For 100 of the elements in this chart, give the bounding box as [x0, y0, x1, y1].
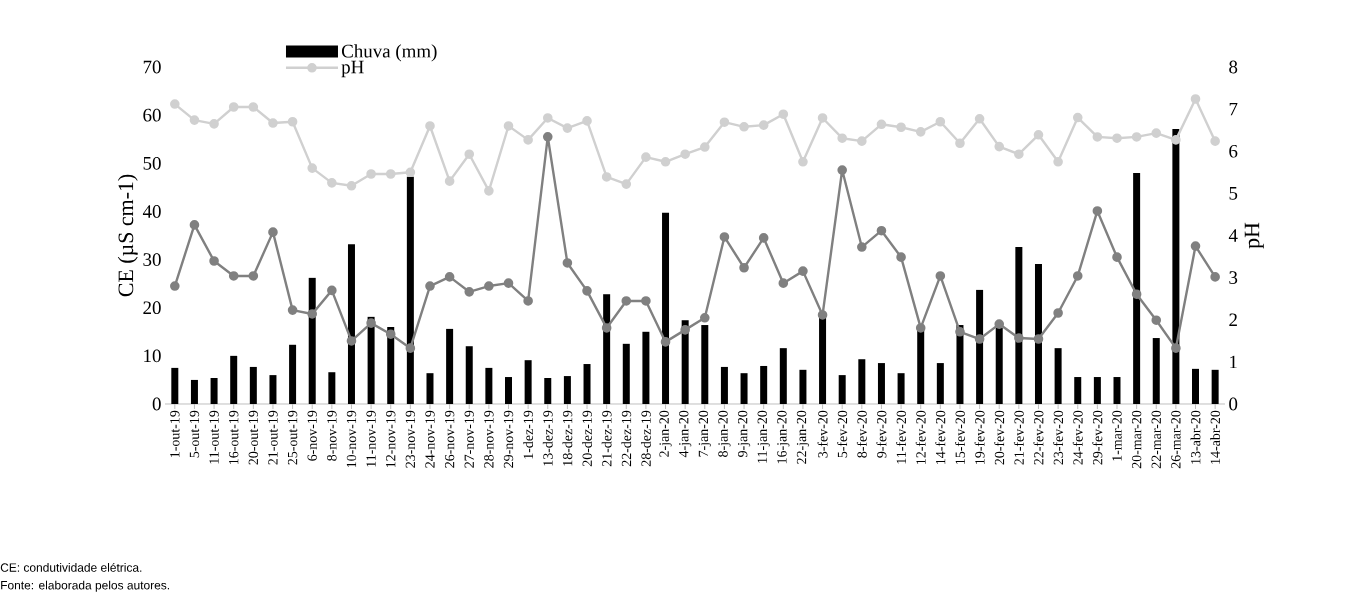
bar — [760, 365, 768, 404]
bar — [936, 363, 944, 404]
bar — [819, 316, 827, 404]
point — [170, 281, 180, 291]
x-tick-label: 11-nov-19 — [366, 410, 376, 467]
x-tick-label: 20-mar-20 — [1131, 410, 1142, 469]
x-tick-label: 5-out-19 — [189, 410, 200, 458]
y2-tick-label: 5 — [1229, 187, 1238, 200]
point — [228, 102, 239, 112]
point — [758, 120, 769, 130]
point — [327, 285, 337, 296]
point — [621, 179, 632, 189]
bar — [426, 373, 434, 404]
x-tick-label: 7-jan-20 — [698, 410, 711, 457]
y2-tick-label: 4 — [1228, 229, 1238, 242]
point — [778, 278, 789, 288]
x-tick-label: 29-nov-19 — [503, 410, 514, 468]
x-tick-label: 28-dez-19 — [640, 410, 651, 467]
bar — [838, 375, 846, 404]
y-tick-label: 40 — [142, 205, 161, 218]
bar — [1172, 129, 1180, 404]
point — [385, 329, 396, 339]
y-tick-label: 10 — [144, 349, 161, 363]
point — [974, 334, 985, 344]
point — [798, 156, 808, 167]
bar — [308, 277, 316, 404]
x-tick-label: 5-fev-20 — [837, 410, 848, 458]
point — [641, 296, 651, 306]
bar — [465, 346, 473, 404]
point — [660, 337, 671, 347]
bar — [1034, 263, 1042, 404]
point — [582, 116, 592, 126]
x-tick-label: 10-nov-19 — [346, 410, 357, 468]
y-tick-label: 70 — [143, 60, 161, 74]
point — [1033, 334, 1044, 344]
point — [1053, 156, 1063, 167]
point — [660, 156, 671, 167]
point — [798, 266, 808, 276]
bar — [544, 378, 552, 404]
x-tick-label: 1-dez-19 — [523, 410, 534, 459]
y2-tick-label: 6 — [1229, 144, 1238, 158]
point — [739, 122, 749, 132]
bar — [603, 294, 611, 404]
x-tick-label: 20-out-19 — [248, 410, 259, 465]
point — [582, 286, 592, 296]
point — [699, 313, 710, 323]
point — [1151, 315, 1162, 326]
point — [974, 114, 985, 124]
bar — [524, 360, 532, 404]
source-note: Fonte: elaborada pelos autores. — [1, 580, 170, 592]
x-tick-label: 29-fev-20 — [1092, 410, 1103, 465]
x-tick-label: 27-nov-19 — [464, 410, 474, 468]
bar — [622, 343, 630, 404]
bar — [976, 289, 984, 404]
bar — [269, 375, 277, 404]
x-tick-label: 23-nov-19 — [405, 410, 416, 468]
point — [601, 323, 612, 333]
x-tick-label: 14-abr-20 — [1210, 410, 1221, 464]
bar — [210, 378, 218, 404]
point — [1033, 130, 1044, 140]
point — [562, 258, 573, 268]
bar — [505, 377, 512, 404]
y2-tick-label: 8 — [1229, 60, 1238, 74]
bar — [720, 366, 728, 404]
x-tick-label: 20-fev-20 — [994, 410, 1005, 465]
point — [758, 233, 769, 243]
y-tick-label: 30 — [143, 253, 161, 266]
x-tick-label: 13-abr-20 — [1190, 410, 1201, 464]
point — [405, 343, 416, 353]
bar — [1133, 172, 1141, 404]
point — [857, 242, 867, 252]
point — [268, 227, 278, 237]
x-tick-label: 8-nov-19 — [327, 410, 337, 461]
point — [876, 225, 887, 236]
y2-tick-label: 7 — [1229, 102, 1238, 116]
point — [896, 252, 906, 262]
point — [444, 272, 455, 282]
point — [935, 271, 946, 281]
x-tick-label: 22-mar-20 — [1151, 410, 1161, 469]
point — [366, 318, 376, 328]
point — [739, 262, 749, 273]
point — [994, 141, 1005, 152]
point — [248, 271, 259, 281]
point — [641, 152, 651, 162]
point — [228, 271, 239, 281]
bar — [858, 359, 866, 404]
point — [209, 256, 219, 266]
bar — [1211, 369, 1219, 404]
point — [248, 102, 259, 112]
bar — [328, 372, 336, 404]
point — [955, 326, 965, 337]
point — [523, 135, 533, 145]
bar — [1093, 377, 1101, 404]
bar — [1192, 368, 1200, 404]
point — [366, 169, 376, 179]
x-tick-label: 1-mar-20 — [1112, 410, 1122, 461]
point — [170, 99, 180, 109]
x-tick-label: 22-dez-19 — [621, 410, 632, 467]
bar — [662, 212, 670, 404]
bar — [1015, 247, 1023, 404]
